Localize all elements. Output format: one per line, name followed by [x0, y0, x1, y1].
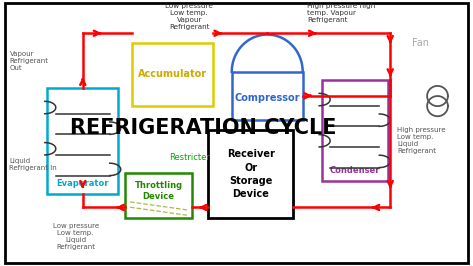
FancyBboxPatch shape: [132, 43, 213, 106]
FancyBboxPatch shape: [125, 173, 192, 218]
Text: Low pressure
Low temp.
Vapour
Refrigerant: Low pressure Low temp. Vapour Refrigeran…: [165, 3, 213, 30]
Text: Throttling
Device: Throttling Device: [134, 181, 183, 201]
Text: Vapour
Refrigerant
Out: Vapour Refrigerant Out: [9, 51, 48, 71]
Text: Restricter: Restricter: [169, 153, 210, 162]
Text: Liquid
Refrigerant In: Liquid Refrigerant In: [9, 159, 57, 171]
FancyBboxPatch shape: [232, 72, 303, 120]
Text: Low pressure
Low temp.
Liquid
Refrigerant: Low pressure Low temp. Liquid Refrigeran…: [53, 223, 99, 250]
Text: REFRIGERATION CYCLE: REFRIGERATION CYCLE: [70, 118, 337, 138]
Text: Accumulator: Accumulator: [138, 69, 207, 80]
Text: High pressure high
temp. Vapour
Refrigerant: High pressure high temp. Vapour Refriger…: [307, 3, 376, 23]
FancyBboxPatch shape: [47, 88, 118, 194]
FancyBboxPatch shape: [5, 3, 468, 263]
Text: Condenser: Condenser: [330, 166, 380, 175]
FancyBboxPatch shape: [322, 80, 388, 181]
Text: High pressure
Low temp.
Liquid
Refrigerant: High pressure Low temp. Liquid Refrigera…: [397, 127, 446, 155]
Text: Compressor: Compressor: [235, 93, 300, 103]
Text: Fan: Fan: [412, 38, 429, 48]
Text: Receiver
Or
Storage
Device: Receiver Or Storage Device: [227, 149, 275, 199]
Text: Evaporator: Evaporator: [57, 179, 109, 188]
FancyBboxPatch shape: [208, 130, 293, 218]
